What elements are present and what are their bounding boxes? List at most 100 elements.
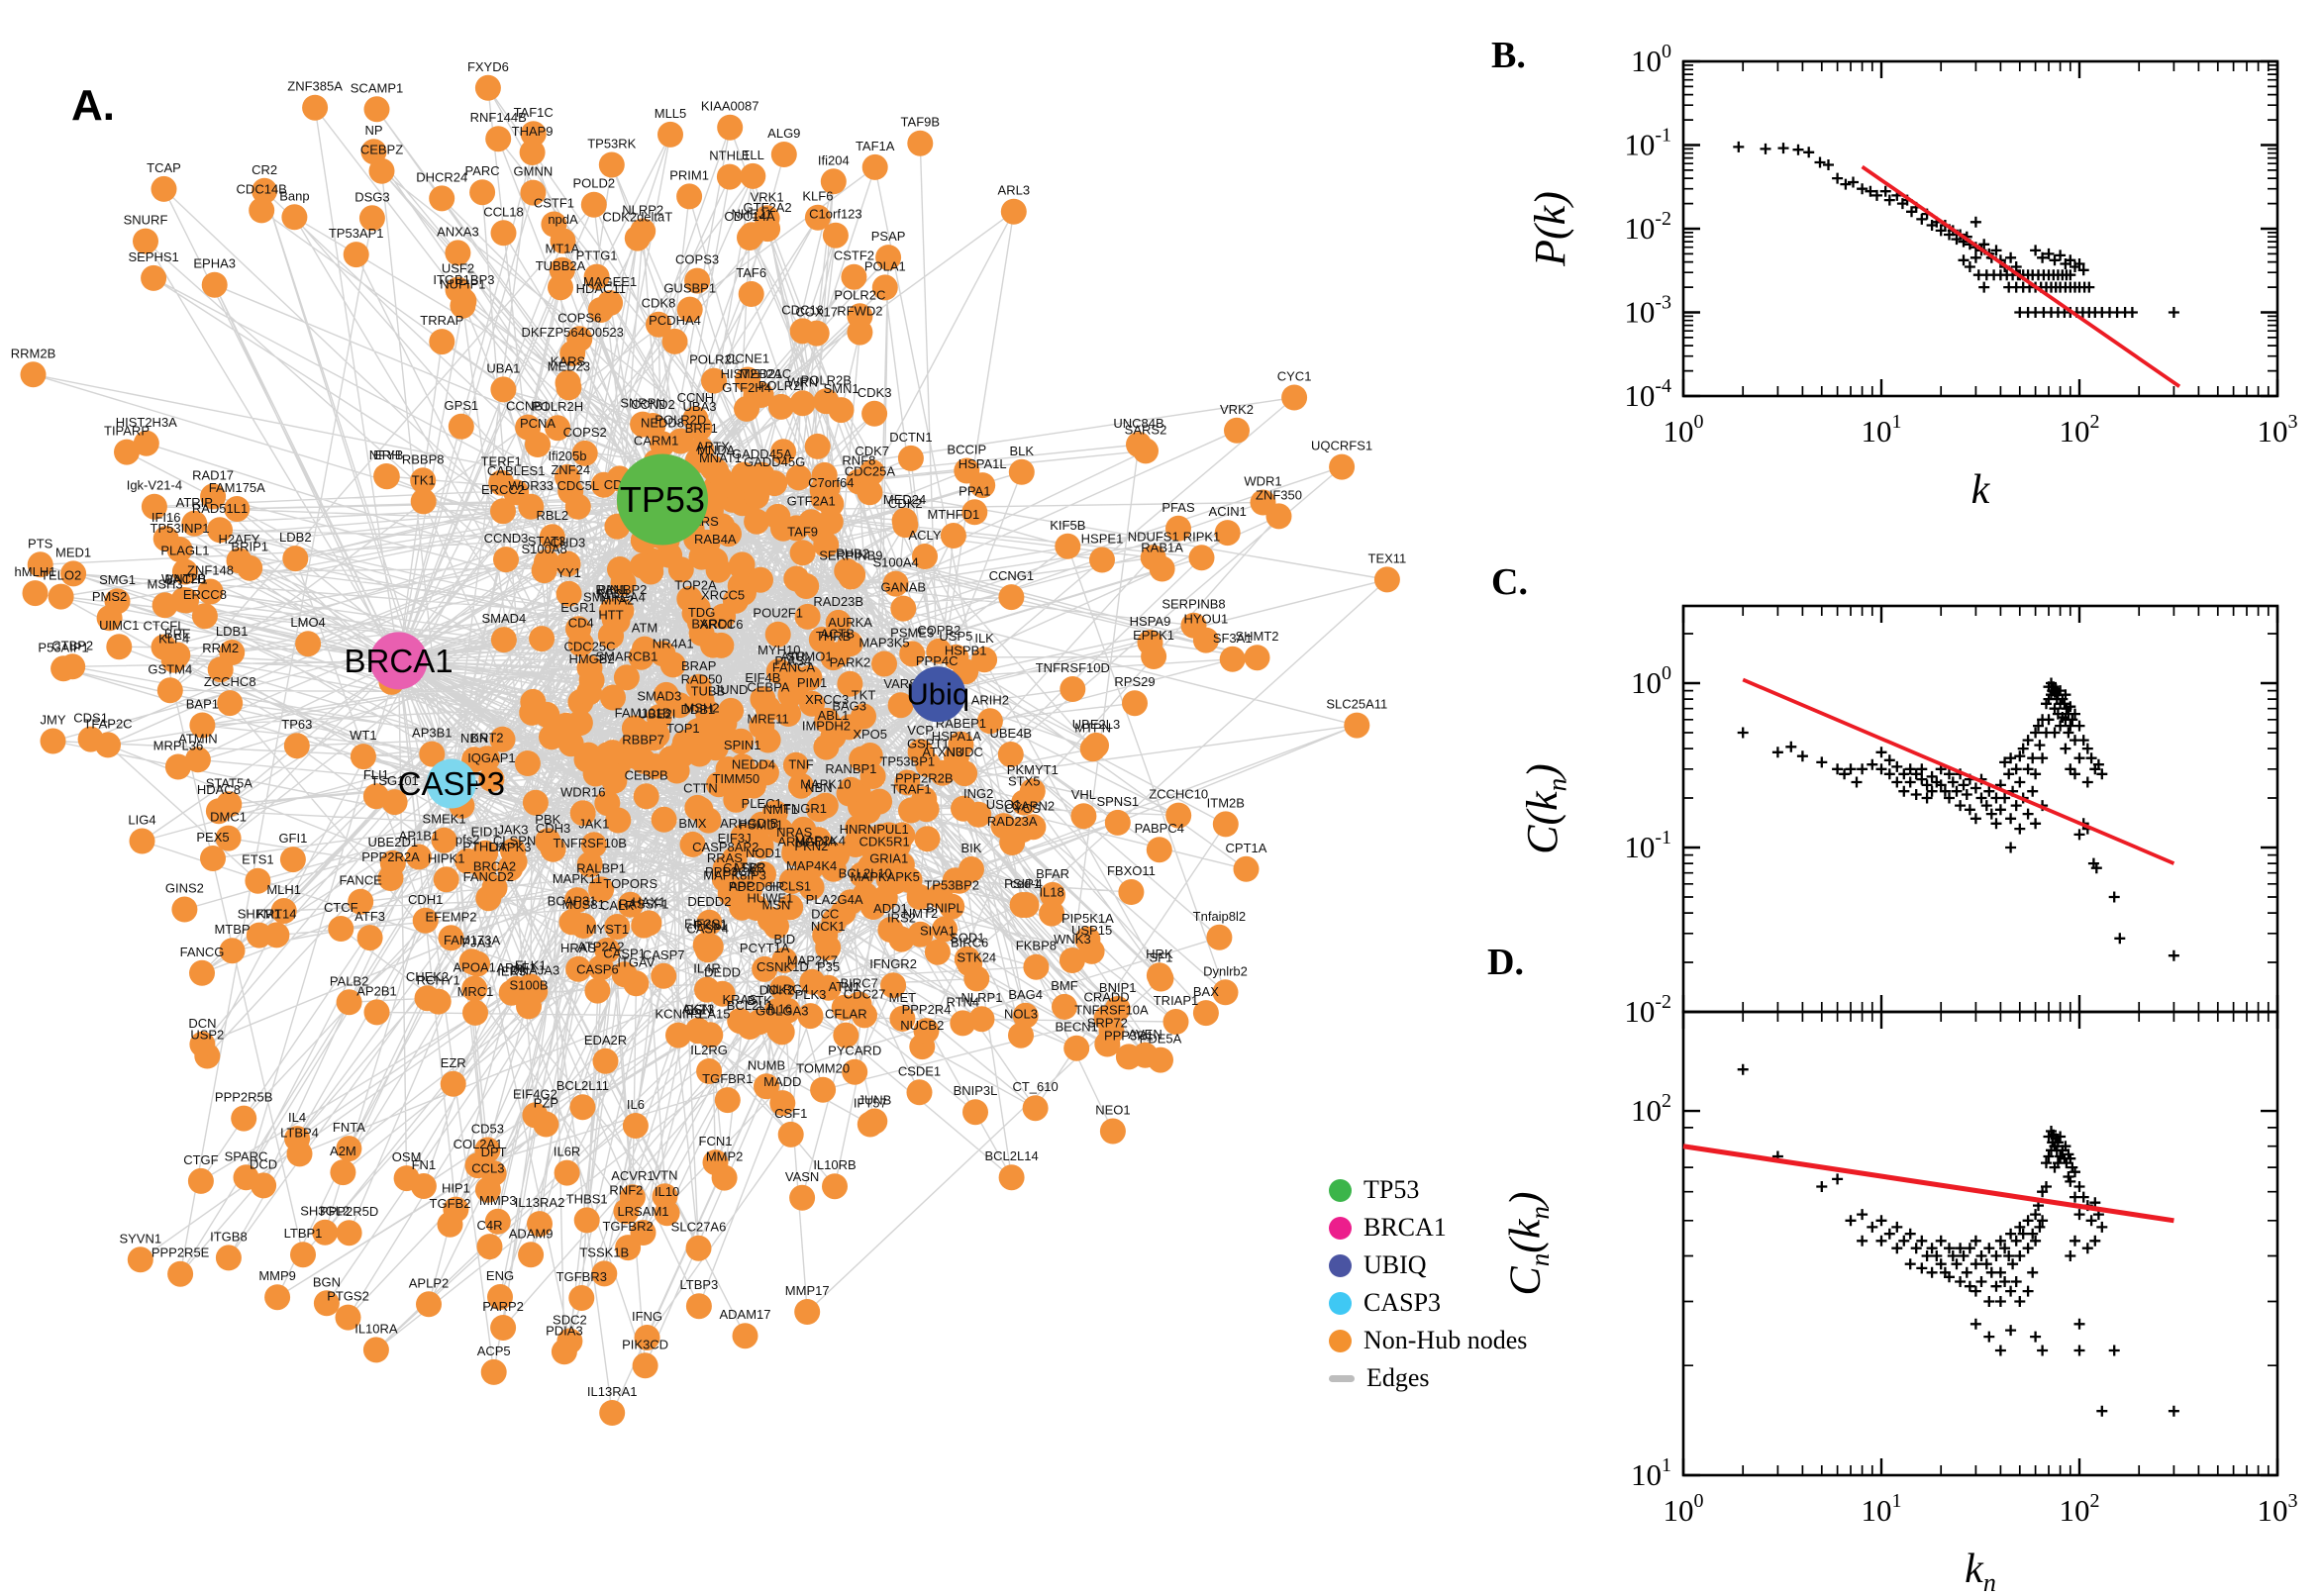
gene-node-label: FN1 [412, 1157, 437, 1172]
gene-node-label: S100B [509, 977, 548, 992]
gene-node [264, 1284, 291, 1311]
gene-node [932, 916, 958, 943]
gene-node-label: CLSPN [493, 833, 536, 848]
gene-node-label: EIF3J [718, 831, 752, 846]
gene-node-label: ARIH2 [971, 692, 1009, 707]
gene-node [1126, 432, 1152, 457]
gene-node-label: KRT14 [256, 906, 296, 921]
gene-node-label: CEBPZ [360, 143, 403, 157]
gene-node-label: UIMC1 [99, 618, 139, 633]
gene-node-label: MED21 [740, 366, 782, 381]
gene-node-label: VRK2 [1220, 402, 1254, 417]
gene-node-label: HDAC11 [576, 281, 626, 296]
fit-line [1742, 677, 2175, 865]
gene-node [613, 1198, 640, 1225]
gene-node-label: GINS2 [165, 881, 204, 896]
gene-node-label: ABL1 [818, 708, 850, 723]
gene-node [665, 1022, 691, 1048]
gene-node-label: PPP2R4 [902, 1002, 952, 1017]
gene-node [1244, 645, 1270, 671]
gene-node-label: TERF1 [481, 454, 522, 469]
gene-node-label: PDE5A [1140, 1032, 1182, 1047]
gene-node [591, 1260, 618, 1287]
gene-node [576, 654, 603, 681]
gene-node [360, 139, 387, 165]
gene-node [462, 999, 488, 1026]
gene-node [732, 1323, 758, 1349]
gene-node-label: RBBP8 [402, 451, 445, 466]
gene-node-label: BCL2L11 [556, 1078, 609, 1093]
gene-node [379, 849, 406, 876]
gene-node-label: CTGF [183, 1152, 218, 1167]
gene-node-label: TSSK1B [579, 1245, 629, 1259]
gene-node [825, 609, 852, 636]
gene-node [106, 634, 133, 660]
gene-node [480, 1358, 507, 1385]
gene-node [1165, 515, 1191, 542]
gene-node [694, 699, 721, 726]
gene-node [336, 1136, 362, 1162]
gene-node-label: P53AIP1 [38, 640, 88, 654]
gene-node-label: GANAB [881, 580, 927, 595]
gene-node [676, 296, 703, 323]
gene-node-label: BCL2L1 [727, 998, 773, 1013]
gene-node [156, 677, 183, 704]
gene-node-label: TOPORS [603, 876, 657, 891]
gene-node [840, 561, 866, 588]
gene-node [363, 96, 390, 123]
gene-node [669, 737, 696, 763]
gene-node-label: XRCC5 [701, 588, 745, 603]
gene-node [968, 1006, 995, 1033]
gene-node-label: KARS [551, 354, 586, 369]
scatter-points [1737, 677, 2179, 961]
gene-node-label: MLL5 [655, 106, 687, 121]
gene-node [1212, 979, 1239, 1006]
gene-node-label: BRCA2 [473, 859, 516, 874]
gene-node-label: PSAP [871, 229, 906, 244]
gene-node-label: HUWE1 [747, 891, 793, 906]
gene-node [200, 483, 227, 510]
gene-node [685, 1235, 712, 1261]
gene-node-label: BAX [1193, 984, 1219, 999]
gene-node-label: CDC25A [845, 463, 896, 478]
gene-node-label: FXYD6 [467, 59, 509, 74]
gene-node [533, 1111, 559, 1138]
gene-node-label: TAF1C [514, 105, 554, 120]
gene-node [171, 896, 198, 923]
gene-node-label: GTF2H4 [722, 380, 771, 395]
gene-node [632, 1352, 658, 1379]
gene-node-label: DCN [188, 1016, 216, 1031]
gene-node [191, 603, 218, 630]
gene-node [576, 851, 603, 878]
gene-node-label: MAPKAPK5 [851, 869, 920, 884]
svg-text:102: 102 [1631, 1090, 1671, 1128]
gene-node [861, 153, 888, 180]
panel-a-label: A. [71, 81, 115, 130]
gene-node-label: GTF2A2 [744, 200, 792, 215]
gene-node-label: LIG4 [128, 813, 155, 828]
gene-node [527, 1211, 553, 1238]
gene-node [1039, 900, 1065, 927]
gene-node-label: DPT [481, 1145, 507, 1159]
gene-node-label: GADD45G [744, 454, 805, 469]
gene-node-label: CHEK2 [406, 969, 449, 984]
gene-node-label: LDB2 [279, 530, 312, 545]
gene-node-label: COPS3 [675, 252, 719, 267]
gene-node-label: PPP4C [916, 653, 959, 668]
gene-node [907, 130, 934, 156]
gene-node-label: IL16 [767, 1001, 792, 1016]
gene-node [892, 512, 919, 539]
gene-node [899, 641, 926, 667]
gene-node-label: CASP6 [576, 962, 619, 977]
gene-node-label: PIP5K1A [1061, 911, 1114, 926]
gene-node-label: COX17 [795, 305, 838, 320]
gene-node-label: BFAR [1036, 866, 1069, 881]
gene-node-label: ITGAV [617, 954, 655, 969]
gene-node-label: MAP2K7 [787, 953, 838, 968]
gene-node [687, 530, 714, 555]
gene-node-label: EFEMP2 [425, 909, 476, 924]
legend-label: TP53 [1364, 1175, 1420, 1204]
gene-node [898, 797, 924, 824]
gene-node-label: POLR2B [801, 372, 852, 387]
